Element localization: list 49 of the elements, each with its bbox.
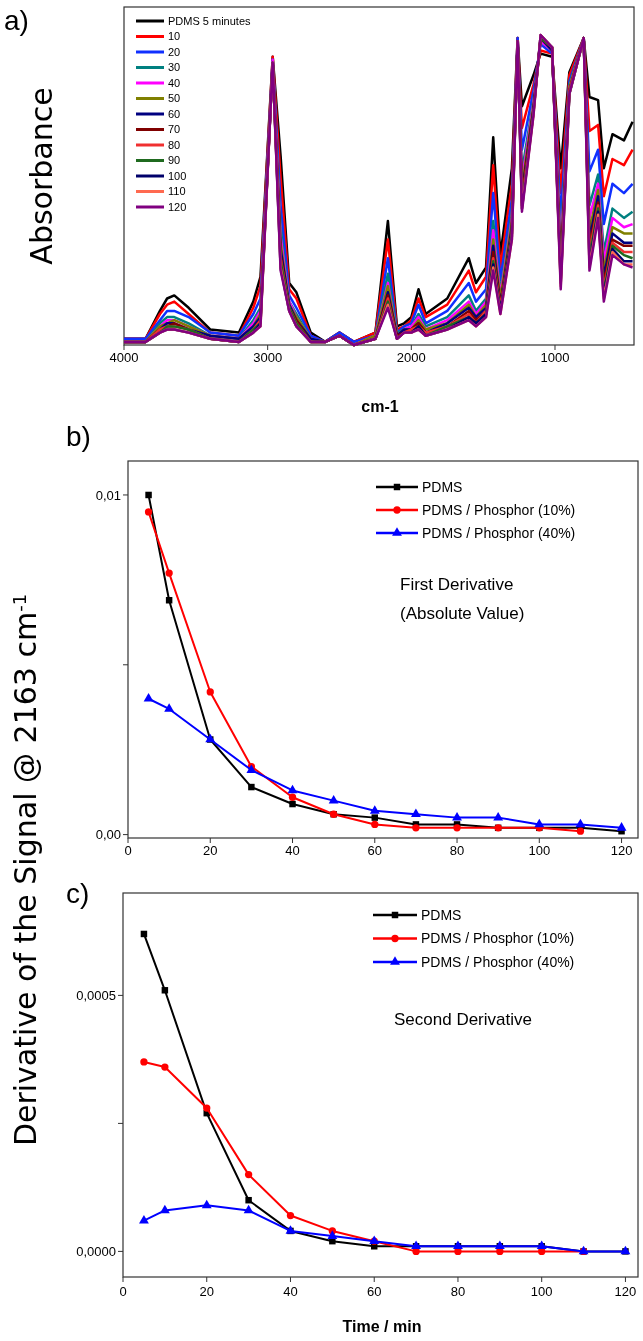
x-tick-label: 60 xyxy=(367,843,383,858)
x-tick-label: 40 xyxy=(285,843,300,858)
x-tick-label: 0 xyxy=(119,1284,127,1299)
x-tick-label: 20 xyxy=(203,843,218,858)
text: c) xyxy=(66,878,90,909)
annotation: First Derivative (Absolute Value) xyxy=(400,575,525,623)
legend-label: PDMS / Phosphor (10%) xyxy=(422,501,576,518)
legend-label: 30 xyxy=(168,61,181,74)
x-tick-label: 2000 xyxy=(396,350,426,365)
x-axis-title: Time / min xyxy=(342,1318,422,1335)
x-tick-label: 40 xyxy=(283,1284,298,1299)
x-tick-label: 100 xyxy=(530,1284,553,1299)
legend-label: PDMS / Phosphor (40%) xyxy=(421,953,575,970)
legend-label: PDMS / Phosphor (40%) xyxy=(422,524,576,541)
legend-label: 70 xyxy=(168,123,181,136)
x-tick-label: 1000 xyxy=(540,350,570,365)
x-tick-label: 20 xyxy=(199,1284,214,1299)
y-tick-label: 0,0000 xyxy=(76,1243,116,1259)
x-tick-label: 100 xyxy=(528,843,551,858)
legend-label: 60 xyxy=(168,107,181,120)
x-axis-title: cm-1 xyxy=(361,398,399,415)
legend-label: 110 xyxy=(168,185,186,198)
y-tick-label: 0,00 xyxy=(95,827,121,843)
x-tick-label: 120 xyxy=(614,1284,637,1299)
legend-label: 40 xyxy=(168,76,181,89)
legend-label: 50 xyxy=(168,92,181,105)
legend-label: PDMS xyxy=(421,906,462,923)
x-tick-label: 0 xyxy=(124,843,132,858)
x-tick-label: 4000 xyxy=(109,350,139,365)
x-tick-label: 60 xyxy=(366,1284,382,1299)
legend-label: PDMS 5 minutes xyxy=(168,14,252,27)
text: b) xyxy=(66,421,91,452)
x-tick-label: 3000 xyxy=(253,350,283,365)
legend-label: 100 xyxy=(168,169,187,182)
legend-label: 120 xyxy=(168,200,187,213)
y-axis-title: Absorbance xyxy=(24,87,59,265)
x-tick-label: 80 xyxy=(450,1284,466,1299)
legend-label: 10 xyxy=(168,30,181,43)
x-tick-label: 120 xyxy=(610,843,633,858)
legend-label: PDMS / Phosphor (10%) xyxy=(421,930,575,947)
y-tick-label: 0,01 xyxy=(95,487,121,503)
y-tick-label: 0,0005 xyxy=(76,987,116,1003)
x-tick-label: 80 xyxy=(449,843,465,858)
legend-label: 20 xyxy=(168,45,181,58)
annotation: Second Derivative xyxy=(394,1010,532,1029)
text: a) xyxy=(4,5,29,36)
legend-label: 90 xyxy=(168,154,181,167)
legend-label: 80 xyxy=(168,138,181,151)
legend-label: PDMS xyxy=(422,478,463,495)
